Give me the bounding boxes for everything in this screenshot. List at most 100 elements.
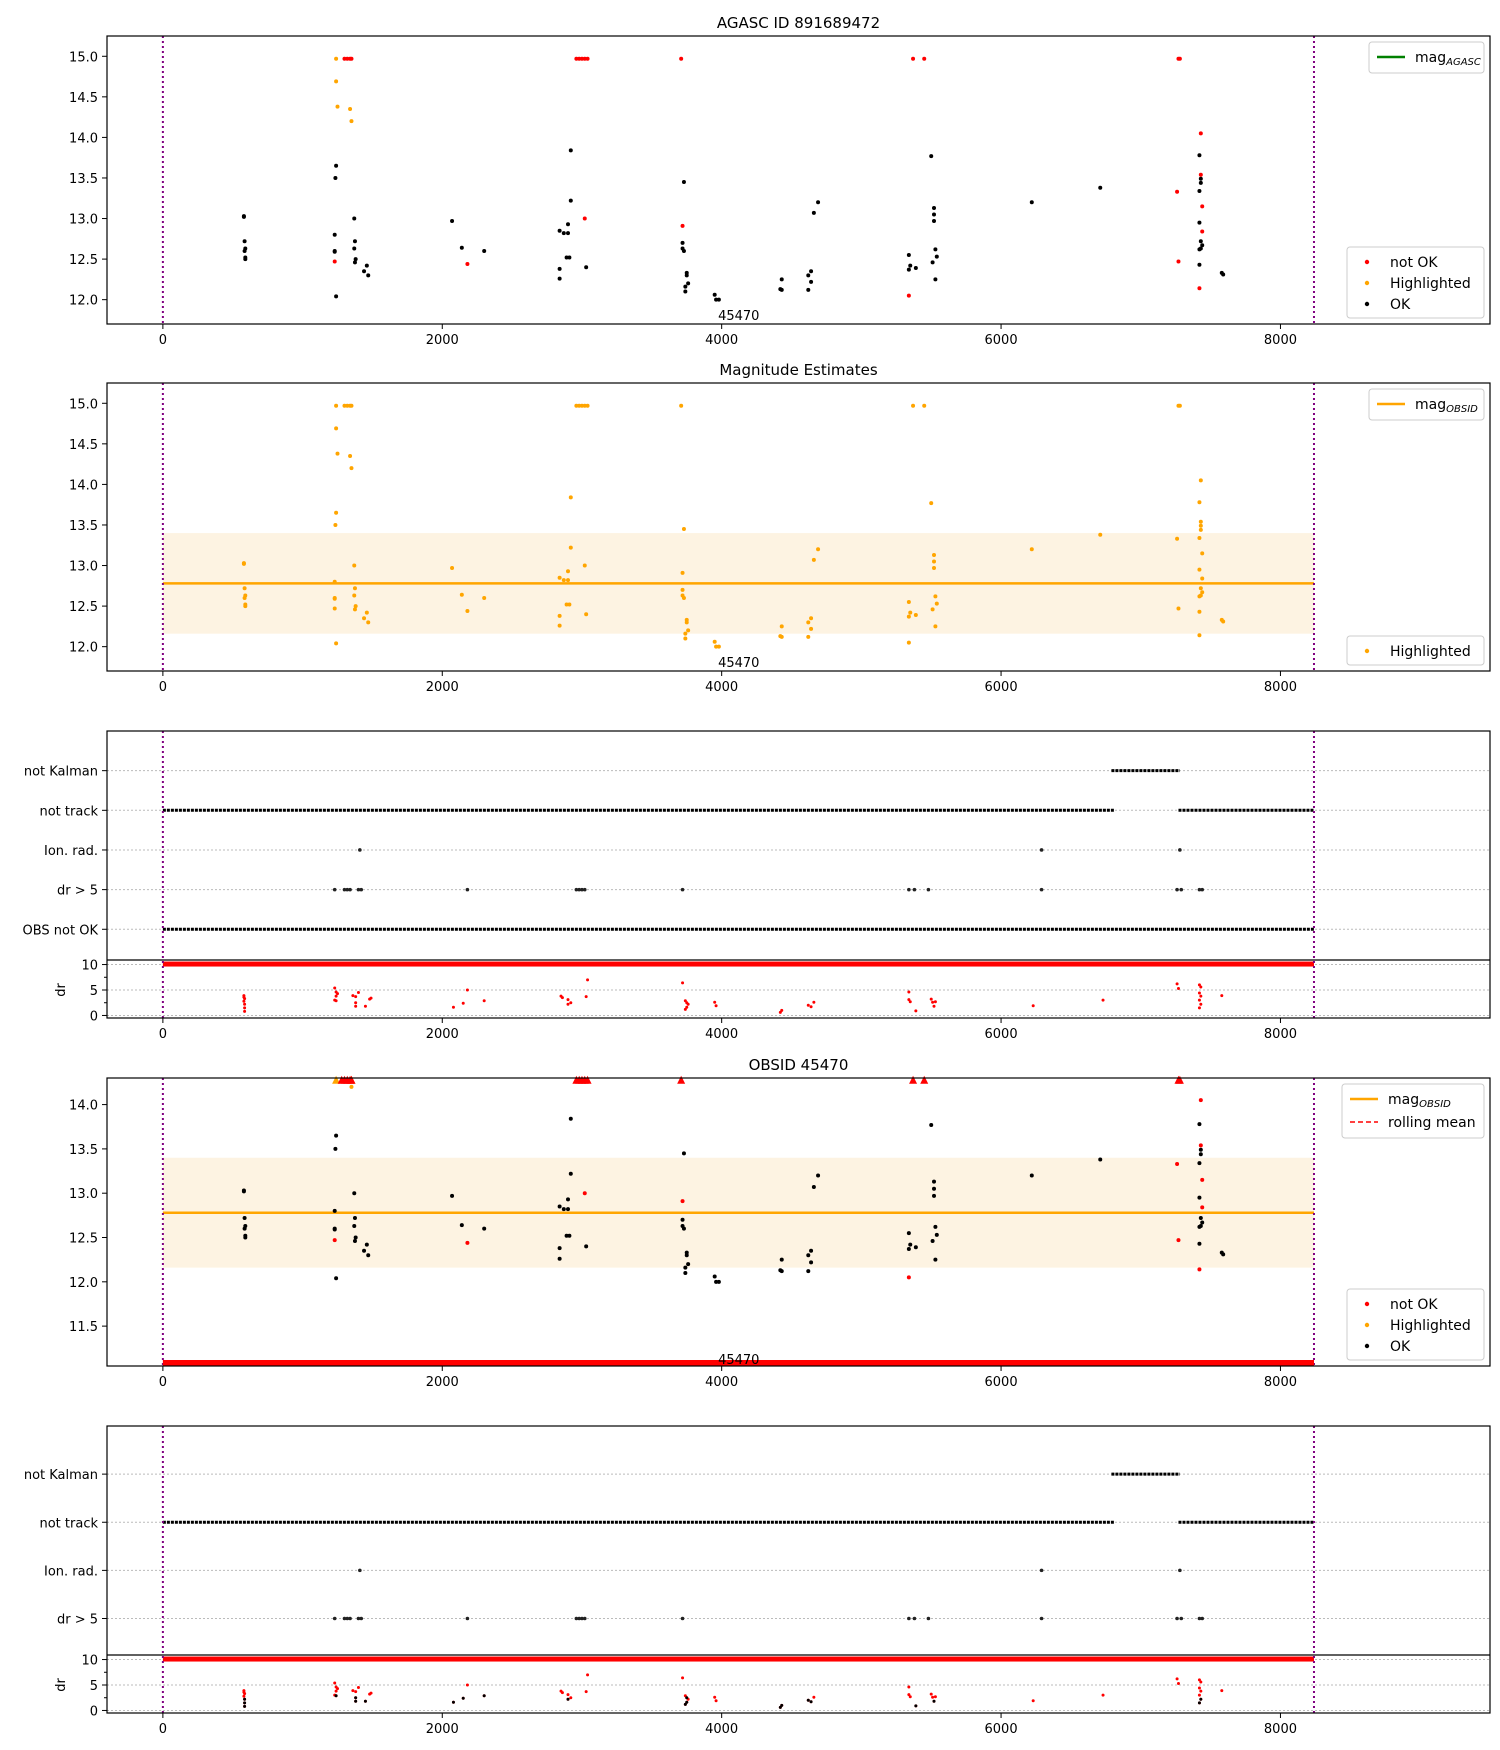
data-point-highlighted (352, 563, 357, 568)
data-point-highlighted (779, 624, 784, 629)
flag-point (359, 1616, 364, 1621)
data-point-ok (1197, 1122, 1202, 1127)
dr-point-not-ok (354, 1004, 358, 1008)
x-tick-label: 6000 (985, 333, 1018, 348)
data-point-ok (1221, 1252, 1226, 1257)
flag-point (1200, 887, 1205, 892)
data-point-ok (352, 246, 357, 251)
flag-point (580, 1616, 584, 1621)
data-point-ok (364, 263, 369, 268)
data-point-ok (1197, 247, 1202, 252)
dr-point-not-ok (351, 994, 355, 998)
data-point-highlighted (450, 565, 455, 570)
x-tick-label: 2000 (426, 680, 459, 695)
data-point-not-ok (1198, 172, 1203, 177)
axes-frame (106, 1425, 1491, 1714)
dr-point-not-ok (1176, 1681, 1180, 1685)
data-point-highlighted (1029, 547, 1034, 552)
data-point-ok (566, 222, 570, 227)
legend-marker (1364, 648, 1370, 654)
x-tick-label: 0 (159, 1375, 167, 1390)
flag-point (465, 1616, 470, 1621)
flag-point (348, 1616, 352, 1621)
data-point-ok (1221, 272, 1226, 277)
y-tick-label: 11.5 (69, 1320, 98, 1335)
dr-y-tick-label: 5 (90, 1679, 98, 1694)
x-tick-label: 8000 (1264, 680, 1297, 695)
dr-point-not-ok (1031, 1004, 1035, 1008)
data-point-ok (450, 1193, 455, 1198)
x-tick-label: 0 (159, 1722, 167, 1737)
dr-point-not-ok (686, 1002, 690, 1006)
dr-point-ok (334, 1694, 338, 1698)
data-point-ok (683, 1265, 688, 1270)
x-tick-label: 4000 (705, 1027, 738, 1042)
x-tick-label: 4000 (705, 1375, 738, 1390)
overflow-marker-not-ok (1175, 1075, 1184, 1084)
y-tick-label: 14.0 (69, 131, 98, 146)
legend-marker (1364, 1301, 1370, 1307)
data-point-highlighted (1198, 519, 1203, 524)
dr-axis-label: dr (54, 983, 69, 997)
data-point-ok (364, 1242, 369, 1247)
y-tick-label: 13.0 (69, 1187, 98, 1202)
data-point-not-ok (1176, 259, 1181, 264)
data-point-ok (716, 297, 721, 302)
data-point-ok (1198, 1152, 1203, 1157)
dr-y-tick-label: 0 (90, 1704, 98, 1719)
dr-point-not-ok (334, 1689, 338, 1693)
data-point-highlighted (906, 614, 911, 619)
data-point-ok (352, 1239, 357, 1244)
data-point-not-ok (582, 1191, 587, 1196)
data-point-highlighted (1198, 478, 1203, 483)
data-point-ok (568, 198, 573, 203)
dr-point-not-ok (334, 994, 338, 998)
data-point-highlighted (241, 561, 246, 566)
dr-point-not-ok (812, 1695, 816, 1699)
data-point-ok (242, 239, 247, 244)
data-point-highlighted (1177, 403, 1182, 408)
data-point-ok (811, 210, 816, 215)
flag-point (332, 1616, 337, 1621)
data-point-ok (564, 1233, 569, 1238)
dr-point-not-ok (806, 1003, 810, 1007)
data-point-not-ok (579, 56, 584, 61)
y-tick-label: 14.5 (69, 91, 98, 106)
data-point-highlighted (564, 602, 569, 607)
data-point-not-ok (1197, 286, 1202, 291)
flag-point (342, 887, 347, 892)
data-point-ok (557, 1204, 562, 1209)
data-point-highlighted (557, 575, 562, 580)
dr-cap-strip (162, 1656, 1314, 1662)
legend-label-subscript: OBSID (1446, 404, 1478, 415)
dr-point-not-ok (465, 1683, 469, 1687)
data-point-ok (779, 1257, 784, 1262)
data-point-ok (332, 1208, 337, 1213)
data-point-ok (809, 1260, 814, 1265)
dr-y-tick-label: 0 (90, 1009, 98, 1024)
data-point-ok (557, 266, 562, 271)
data-point-highlighted (811, 557, 816, 562)
data-point-highlighted (686, 628, 691, 633)
data-point-highlighted (342, 403, 347, 408)
dr-point-not-ok (714, 1004, 718, 1008)
data-point-highlighted (459, 592, 464, 597)
data-point-ok (714, 1279, 719, 1284)
data-point-highlighted (348, 107, 353, 112)
axes-frame (106, 1077, 1491, 1367)
data-point-highlighted (932, 565, 937, 570)
data-point-ok (334, 294, 339, 299)
data-point-ok (906, 253, 911, 258)
data-point-highlighted (577, 403, 582, 408)
data-point-ok (681, 248, 686, 253)
data-point-ok (241, 214, 246, 219)
data-point-highlighted (585, 403, 590, 408)
flag-point (345, 887, 350, 892)
data-point-ok (908, 1242, 913, 1247)
legend-points: Highlighted (1346, 635, 1485, 666)
data-point-ok (930, 260, 935, 265)
legend-box (1346, 1288, 1485, 1361)
data-point-not-ok (1198, 131, 1203, 136)
data-point-highlighted (683, 636, 688, 641)
